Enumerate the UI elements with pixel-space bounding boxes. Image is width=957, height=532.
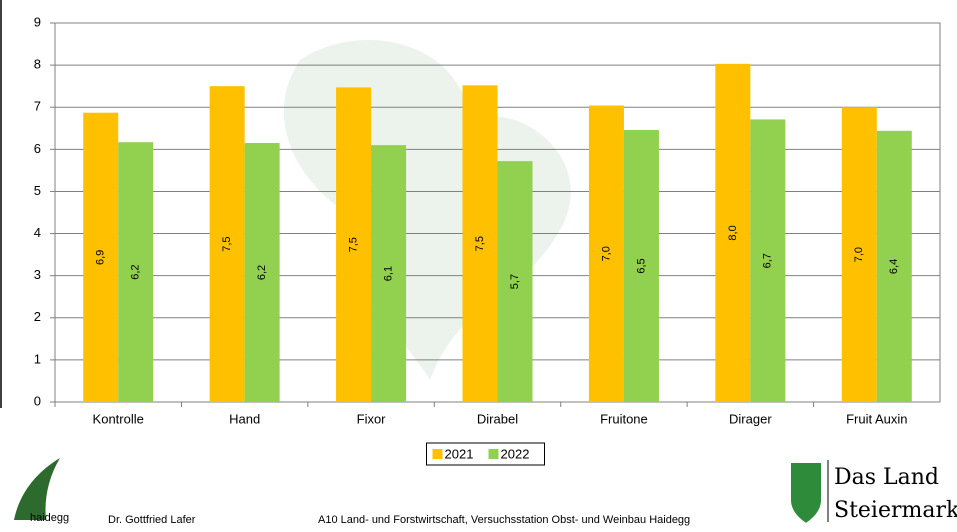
institution: A10 Land- und Forstwirtschaft, Versuchss… <box>318 514 690 526</box>
brand-line2: Steiermark <box>834 498 957 523</box>
y-tick-label: 3 <box>34 267 41 282</box>
brand-line1: Das Land <box>834 465 939 490</box>
value-label: 6,9 <box>95 250 107 265</box>
y-tick-label: 4 <box>34 225 41 240</box>
haidegg-logo <box>14 458 60 520</box>
y-tick-label: 1 <box>34 351 41 366</box>
bar <box>244 143 280 402</box>
legend-label: 2022 <box>501 446 530 461</box>
bar <box>371 145 407 402</box>
value-label: 7,5 <box>347 237 359 252</box>
x-tick-label: Kontrolle <box>93 411 144 426</box>
y-tick-label: 0 <box>34 393 41 408</box>
value-label: 6,4 <box>888 259 900 274</box>
y-tick-label: 9 <box>34 14 41 29</box>
bar <box>750 119 786 402</box>
legend-label: 2021 <box>445 446 474 461</box>
value-label: 7,0 <box>853 247 865 262</box>
x-tick-label: Dirager <box>729 411 772 426</box>
bar <box>623 129 659 402</box>
y-tick-label: 2 <box>34 309 41 324</box>
y-tick-label: 5 <box>34 183 41 198</box>
legend-box <box>426 442 545 466</box>
value-label: 7,5 <box>221 236 233 251</box>
legend-swatch <box>432 449 443 459</box>
author: Dr. Gottfried Lafer <box>108 514 196 526</box>
bar <box>336 87 372 403</box>
bar <box>588 105 624 402</box>
x-tick-label: Fixor <box>357 411 387 426</box>
bar <box>715 63 751 402</box>
value-label: 6,1 <box>382 266 394 281</box>
value-label: 8,0 <box>727 225 739 240</box>
coat-of-arms <box>789 461 823 526</box>
x-tick-label: Hand <box>229 411 260 426</box>
y-tick-label: 7 <box>34 99 41 114</box>
legend-swatch <box>488 449 499 459</box>
x-tick-label: Dirabel <box>477 411 518 426</box>
bar <box>841 107 877 402</box>
logo-text: haidegg <box>30 512 69 524</box>
bar <box>209 86 245 403</box>
x-tick-label: Fruit Auxin <box>846 411 907 426</box>
bar <box>876 130 912 402</box>
bar <box>497 161 533 402</box>
y-tick-label: 8 <box>34 57 41 72</box>
value-label: 7,0 <box>600 246 612 261</box>
bar <box>118 142 154 402</box>
value-label: 6,5 <box>635 258 647 273</box>
value-label: 7,5 <box>474 236 486 251</box>
y-tick-label: 6 <box>34 141 41 156</box>
bar <box>83 112 119 403</box>
value-label: 5,7 <box>509 274 521 289</box>
value-label: 6,2 <box>256 265 268 280</box>
x-tick-label: Fruitone <box>600 411 648 426</box>
bar <box>462 85 498 402</box>
value-label: 6,2 <box>130 264 142 279</box>
value-label: 6,7 <box>762 253 774 268</box>
